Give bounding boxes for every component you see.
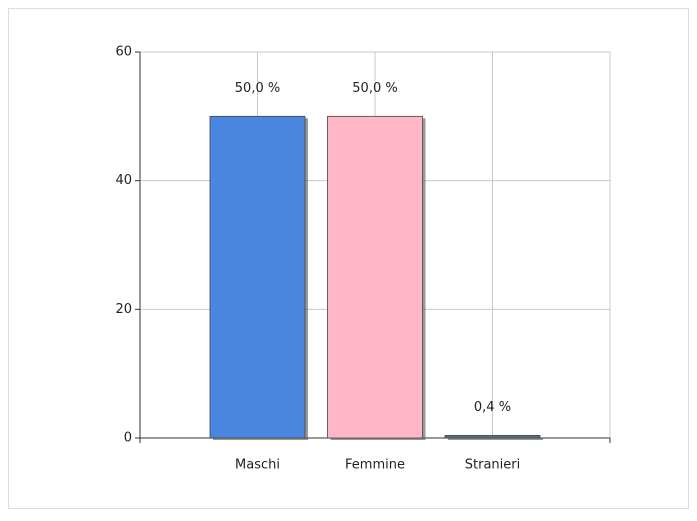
bar — [327, 115, 423, 439]
y-tick-label: 40 — [115, 173, 132, 188]
x-tick-label: Femmine — [345, 458, 405, 473]
bar-shadow — [448, 437, 543, 440]
value-label: 50,0 % — [235, 81, 280, 96]
x-tick-label: Maschi — [235, 458, 280, 473]
y-tick-label: 20 — [115, 302, 132, 317]
bar — [444, 435, 541, 439]
x-tick-label: Stranieri — [465, 458, 520, 473]
value-label: 50,0 % — [352, 81, 397, 96]
y-tick-label: 0 — [124, 431, 132, 446]
bar — [209, 115, 306, 439]
value-label: 0,4 % — [474, 400, 511, 415]
y-tick-label: 60 — [115, 45, 132, 60]
